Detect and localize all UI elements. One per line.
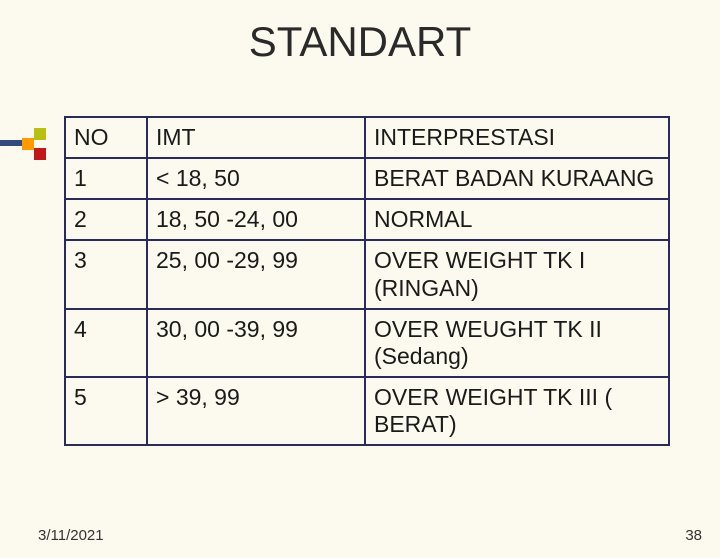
cell-imt: 30, 00 -39, 99 (147, 309, 365, 377)
cell-no: 4 (65, 309, 147, 377)
cell-int: NORMAL (365, 199, 669, 240)
table-row: 4 30, 00 -39, 99 OVER WEUGHT TK II (Seda… (65, 309, 669, 377)
accent-square-icon (22, 138, 34, 150)
accent-square-icon (34, 128, 46, 140)
col-header-int: INTERPRESTASI (365, 117, 669, 158)
cell-imt: < 18, 50 (147, 158, 365, 199)
cell-int: BERAT BADAN KURAANG (365, 158, 669, 199)
accent-decoration (0, 128, 52, 150)
col-header-imt: IMT (147, 117, 365, 158)
accent-square-icon (34, 148, 46, 160)
table-row: 5 > 39, 99 OVER WEIGHT TK III ( BERAT) (65, 377, 669, 445)
cell-no: 2 (65, 199, 147, 240)
cell-imt: 25, 00 -29, 99 (147, 240, 365, 308)
cell-no: 1 (65, 158, 147, 199)
standart-table: NO IMT INTERPRESTASI 1 < 18, 50 BERAT BA… (64, 116, 670, 446)
cell-no: 3 (65, 240, 147, 308)
cell-no: 5 (65, 377, 147, 445)
cell-int: OVER WEUGHT TK II (Sedang) (365, 309, 669, 377)
cell-imt: > 39, 99 (147, 377, 365, 445)
col-header-no: NO (65, 117, 147, 158)
cell-int: OVER WEIGHT TK III ( BERAT) (365, 377, 669, 445)
footer-date: 3/11/2021 (38, 527, 104, 544)
footer-page-number: 38 (685, 527, 702, 544)
table-row: 3 25, 00 -29, 99 OVER WEIGHT TK I (RINGA… (65, 240, 669, 308)
page-title: STANDART (0, 18, 720, 66)
table-row: 1 < 18, 50 BERAT BADAN KURAANG (65, 158, 669, 199)
table-header-row: NO IMT INTERPRESTASI (65, 117, 669, 158)
table-row: 2 18, 50 -24, 00 NORMAL (65, 199, 669, 240)
cell-int: OVER WEIGHT TK I (RINGAN) (365, 240, 669, 308)
cell-imt: 18, 50 -24, 00 (147, 199, 365, 240)
